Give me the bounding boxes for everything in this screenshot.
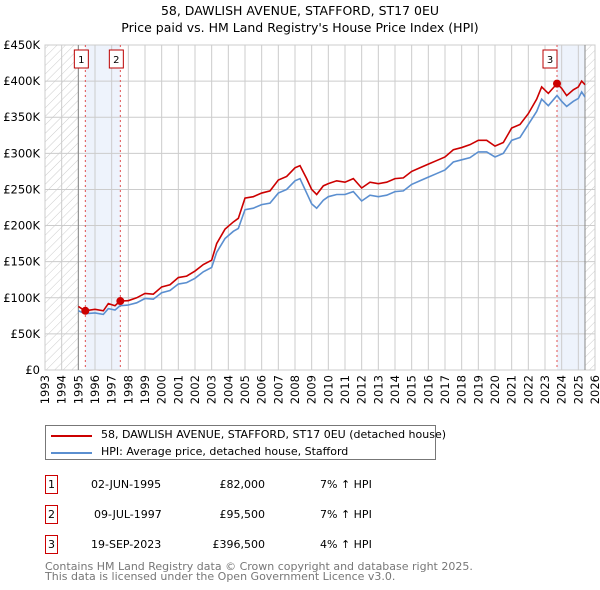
legend-swatch-red: [51, 435, 92, 437]
x-tick-label: 2010: [321, 375, 335, 404]
x-tick-label: 2006: [255, 375, 269, 404]
x-tick-label: 1994: [55, 375, 69, 404]
x-tick-label: 2025: [571, 375, 585, 404]
sale-label-box: [542, 49, 558, 69]
sale-point: [81, 306, 90, 315]
chart-title: 58, DAWLISH AVENUE, STAFFORD, ST17 0EU: [160, 3, 440, 18]
transaction-row: 1 02-JUN-1995 £82,000 7% ↑ HPI: [45, 475, 445, 495]
x-tick-label: 1997: [105, 375, 119, 404]
legend-item-hpi: HPI: Average price, detached house, Staf…: [46, 445, 435, 461]
y-tick-label: £200K: [3, 219, 40, 233]
chart-subtitle: Price paid vs. HM Land Registry's House …: [121, 20, 479, 35]
transaction-hpi: 7% ↑ HPI: [320, 478, 372, 491]
x-tick-label: 2021: [505, 375, 519, 404]
x-tick-label: 2019: [471, 375, 485, 404]
x-tick-label: 2000: [155, 375, 169, 404]
footer-licence: This data is licensed under the Open Gov…: [45, 570, 396, 583]
y-tick-label: £300K: [3, 146, 40, 160]
x-tick-label: 2009: [305, 375, 319, 404]
sale-point: [553, 79, 561, 88]
transaction-row: 3 19-SEP-2023 £396,500 4% ↑ HPI: [45, 535, 445, 555]
transaction-price: £95,500: [219, 508, 266, 521]
x-tick-label: 2001: [171, 375, 185, 404]
price-chart: 1993 1994 1995 1996 1997 1998 1999 2000 2001 2002…: [3, 38, 600, 404]
x-tick-label: 2005: [238, 375, 252, 404]
x-tick-label: 1995: [71, 375, 85, 404]
y-tick-label: £0: [25, 363, 40, 377]
transaction-marker: 3: [45, 535, 58, 554]
x-tick-label: 2013: [371, 375, 385, 404]
y-tick-label: £400K: [3, 74, 40, 88]
sale-label: 1: [78, 55, 84, 66]
x-tick-label: 2011: [338, 375, 352, 404]
x-tick-label: 1998: [121, 375, 135, 404]
legend-label-hpi: HPI: Average price, detached house, Staf…: [101, 445, 349, 458]
x-tick-label: 2020: [488, 375, 502, 404]
x-tick-label: 2003: [205, 375, 219, 404]
x-tick-label: 2004: [221, 375, 235, 404]
sale-label: 2: [113, 55, 119, 66]
x-tick-label: 2017: [438, 375, 452, 404]
y-tick-label: £100K: [3, 291, 40, 305]
y-tick-label: £50K: [11, 327, 41, 341]
sale-label: 3: [547, 55, 553, 66]
transaction-row: 2 09-JUL-1997 £95,500 7% ↑ HPI: [45, 505, 445, 525]
transaction-marker: 1: [45, 475, 58, 494]
x-tick-label: 2018: [455, 375, 469, 404]
hpi-line: [78, 90, 586, 316]
x-tick-label: 2022: [521, 375, 535, 404]
x-tick-label: 2015: [405, 375, 419, 404]
sale-label-box: [108, 49, 124, 69]
property-price-line: [77, 79, 586, 312]
hatched-period: [585, 45, 595, 370]
x-tick-label: 2007: [271, 375, 285, 404]
transaction-hpi: 4% ↑ HPI: [320, 538, 372, 551]
legend-item-property: 58, DAWLISH AVENUE, STAFFORD, ST17 0EU (…: [46, 428, 446, 444]
transaction-hpi: 7% ↑ HPI: [320, 508, 372, 521]
transaction-date: 09-JUL-1997: [94, 508, 162, 521]
legend-label-property: 58, DAWLISH AVENUE, STAFFORD, ST17 0EU (…: [101, 428, 447, 441]
x-tick-label: 2016: [421, 375, 435, 404]
transaction-date: 02-JUN-1995: [91, 478, 162, 491]
sale-label-box: [73, 49, 89, 69]
x-tick-label: 2014: [388, 375, 402, 404]
x-tick-label: 2024: [555, 375, 569, 404]
plot-border: [44, 44, 596, 371]
transaction-marker: 2: [45, 505, 58, 524]
y-tick-label: £450K: [3, 38, 40, 52]
x-tick-label: 1996: [88, 375, 102, 404]
footer-copyright: Contains HM Land Registry data © Crown c…: [45, 560, 473, 573]
x-tick-label: 1999: [138, 375, 152, 404]
transaction-date: 19-SEP-2023: [91, 538, 162, 551]
transaction-price: £82,000: [219, 478, 266, 491]
y-tick-label: £250K: [3, 182, 40, 196]
sale-point: [116, 297, 125, 306]
y-tick-label: £350K: [3, 110, 40, 124]
x-tick-label: 2002: [188, 375, 202, 404]
x-tick-label: 1993: [38, 375, 52, 404]
x-tick-label: 2026: [588, 375, 600, 404]
x-tick-label: 2023: [538, 375, 552, 404]
transaction-price: £396,500: [212, 538, 266, 551]
x-tick-label: 2012: [355, 375, 369, 404]
x-tick-label: 2008: [288, 375, 302, 404]
shaded-period: [85, 45, 121, 370]
legend-swatch-blue: [51, 452, 92, 454]
legend: 58, DAWLISH AVENUE, STAFFORD, ST17 0EU (…: [45, 425, 446, 461]
y-tick-label: £150K: [3, 255, 40, 269]
